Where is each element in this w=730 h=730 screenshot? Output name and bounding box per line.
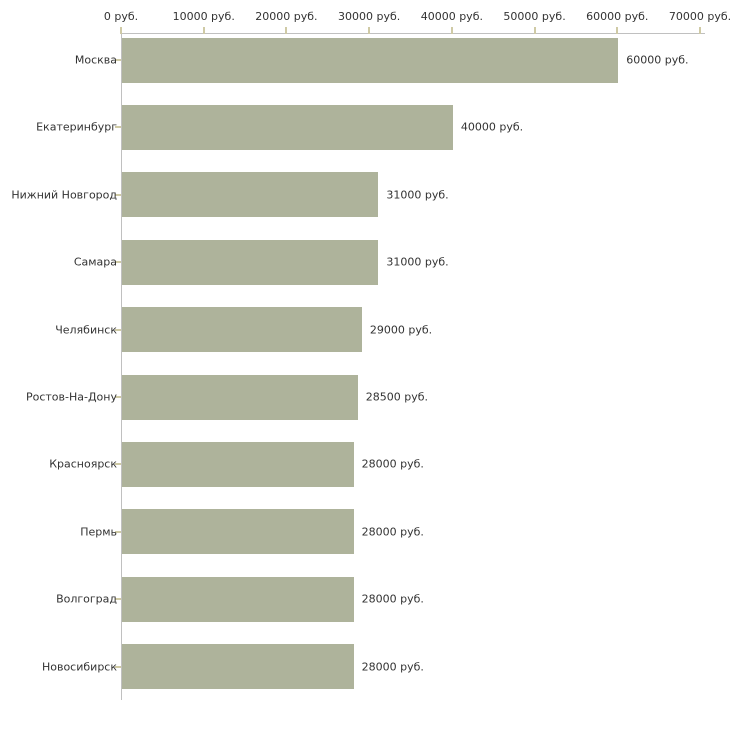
x-tick-label: 70000 руб. [668,10,730,23]
value-label: 40000 руб. [460,120,524,134]
bar [122,644,354,690]
y-tick-mark [115,665,121,668]
x-tick-mark [202,27,205,34]
x-tick-mark [533,27,536,34]
category-label: Пермь [80,525,117,539]
bar [122,172,379,218]
bar [122,441,354,487]
bar [122,239,379,285]
y-tick-mark [115,463,121,466]
y-tick-mark [115,396,121,398]
x-tick-label: 40000 руб. [420,10,483,23]
category-label: Волгоград [56,592,117,606]
y-tick-mark [115,530,121,533]
category-label: Челябинск [55,323,117,337]
bar [122,104,453,150]
x-tick-mark [120,27,122,34]
category-label: Самара [73,255,117,269]
bar [122,374,358,420]
value-label: 28000 руб. [361,660,424,674]
x-tick-label: 30000 руб. [338,10,401,23]
x-axis-line [121,33,705,34]
y-tick-mark [115,261,121,264]
value-label: 28000 руб. [361,592,424,606]
category-label: Красноярск [49,457,117,471]
bar [122,37,619,83]
x-tick-mark [616,27,619,34]
x-tick-mark [285,27,288,34]
value-label: 29000 руб. [369,323,433,337]
value-label: 28000 руб. [361,525,424,539]
x-tick-label: 0 руб. [103,10,139,23]
category-label: Ростов-На-Дону [25,390,117,404]
y-tick-mark [115,59,121,61]
value-label: 28000 руб. [361,457,424,471]
bar [122,576,354,622]
value-label: 31000 руб. [386,255,449,269]
value-label: 31000 руб. [386,188,449,202]
category-label: Нижний Новгород [11,188,117,202]
category-label: Екатеринбург [36,120,117,134]
x-tick-label: 60000 руб. [586,10,649,23]
y-tick-mark [115,598,121,601]
y-tick-mark [115,328,121,331]
category-label: Новосибирск [41,660,117,674]
value-label: 60000 руб. [626,53,689,67]
x-tick-mark [450,27,453,34]
x-tick-label: 50000 руб. [503,10,566,23]
y-tick-mark [115,126,121,129]
x-tick-label: 10000 руб. [172,10,235,23]
bar [122,509,354,555]
y-tick-mark [115,193,121,196]
x-tick-mark [368,27,371,34]
value-label: 28500 руб. [365,390,428,404]
category-label: Москва [74,53,117,67]
y-axis-line [121,33,122,700]
x-tick-mark [699,27,701,34]
bar [122,307,362,353]
x-tick-label: 20000 руб. [255,10,318,23]
